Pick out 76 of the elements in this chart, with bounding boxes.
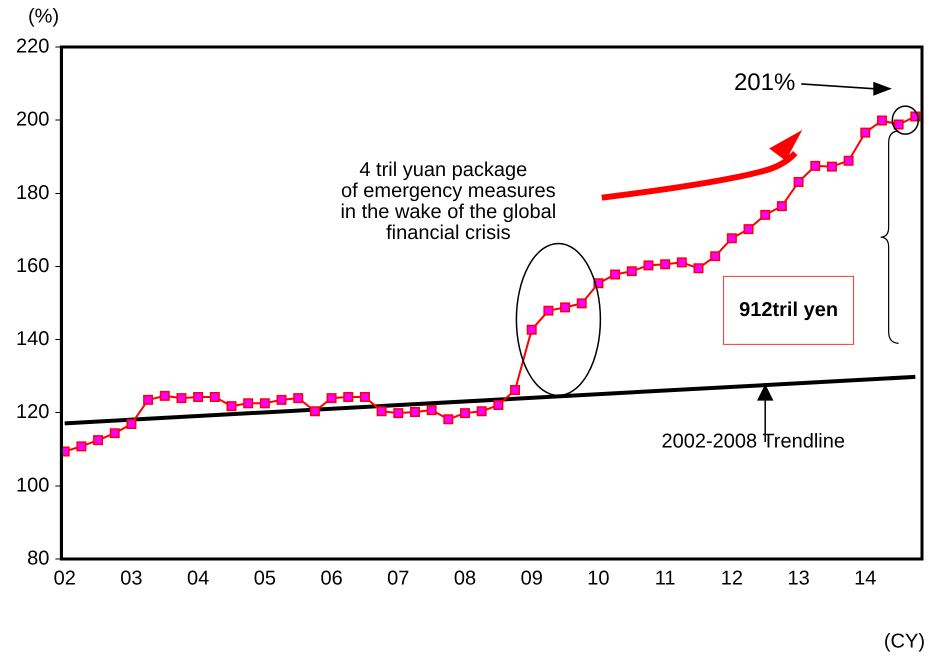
point xyxy=(694,263,704,274)
point xyxy=(876,116,887,126)
annotation: 201% xyxy=(734,69,796,96)
point xyxy=(810,160,820,171)
point xyxy=(110,428,120,438)
point xyxy=(576,298,587,308)
point xyxy=(243,398,254,408)
point xyxy=(443,414,454,424)
point xyxy=(894,120,904,130)
y-tick-label: 180 xyxy=(16,182,50,204)
y-tick-label: 160 xyxy=(16,254,50,277)
point xyxy=(160,390,170,401)
point xyxy=(626,266,637,276)
x-tick-label: 08 xyxy=(454,568,476,590)
x-tick-label: 06 xyxy=(320,568,343,590)
point xyxy=(794,176,804,187)
x-tick-label: 02 xyxy=(54,568,76,590)
annotation: 912tril yen xyxy=(739,298,838,321)
point xyxy=(310,406,320,416)
point xyxy=(744,224,754,234)
point xyxy=(510,385,520,396)
point xyxy=(343,392,354,402)
y-tick-label: 120 xyxy=(16,401,50,424)
point xyxy=(210,392,220,402)
y-tick-label: 200 xyxy=(16,108,50,131)
point xyxy=(360,392,370,402)
point xyxy=(193,392,204,402)
point xyxy=(710,251,720,262)
annotation: 4 tril yuan package of emergency measures in the wake of the global financial crisis xyxy=(340,158,556,244)
y-tick-label: 100 xyxy=(16,474,50,496)
point xyxy=(326,393,337,404)
point xyxy=(760,210,770,220)
x-tick-label: 11 xyxy=(654,568,676,590)
x-tick-label: 13 xyxy=(787,568,810,590)
point xyxy=(126,419,136,430)
point xyxy=(543,306,554,316)
point xyxy=(426,405,437,416)
point xyxy=(526,324,537,335)
y-tick-label: 80 xyxy=(27,548,50,570)
x-tick-label: 04 xyxy=(187,568,210,590)
point xyxy=(76,441,86,452)
x-tick-label: 10 xyxy=(587,568,610,590)
y-tick-label: 220 xyxy=(16,36,50,58)
point xyxy=(860,128,870,138)
point xyxy=(276,394,287,405)
point xyxy=(776,201,787,212)
point xyxy=(844,156,854,166)
point xyxy=(493,400,504,410)
point xyxy=(410,406,420,417)
point xyxy=(726,233,737,244)
x-tick-label: 07 xyxy=(387,568,410,590)
point xyxy=(376,406,387,416)
x-axis-title: (CY) xyxy=(884,630,925,653)
point xyxy=(93,435,104,446)
point xyxy=(476,406,487,416)
x-tick-label: 05 xyxy=(254,568,276,590)
annotation: 2002-2008 Trendline xyxy=(661,430,845,452)
y-axis-title: (%) xyxy=(28,6,60,28)
y-tick-label: 140 xyxy=(16,328,50,350)
x-tick-label: 09 xyxy=(520,568,543,590)
point xyxy=(676,257,687,268)
x-tick-label: 14 xyxy=(854,568,876,590)
point xyxy=(260,398,270,408)
point xyxy=(293,393,304,404)
x-tick-label: 03 xyxy=(120,568,143,590)
point xyxy=(560,302,570,312)
point xyxy=(610,269,620,280)
point xyxy=(393,408,404,418)
x-tick-label: 12 xyxy=(720,568,743,590)
point xyxy=(143,394,154,405)
point xyxy=(460,408,470,418)
point xyxy=(643,260,654,270)
point xyxy=(226,401,236,412)
point xyxy=(176,393,186,404)
point xyxy=(660,259,670,270)
point xyxy=(826,162,837,172)
